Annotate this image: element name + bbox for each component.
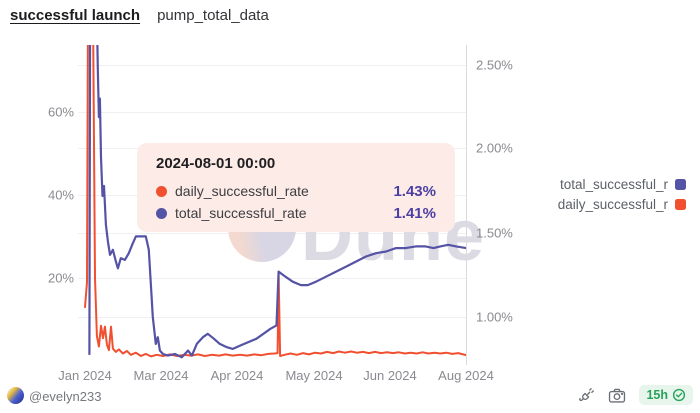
x-axis-tick: Aug 2024: [438, 368, 494, 383]
gridline: [78, 317, 466, 318]
series-line-total: [88, 45, 468, 359]
line-chart-plot-area[interactable]: [78, 45, 468, 365]
x-axis-tick: Jun 2024: [363, 368, 417, 383]
tooltip-series-value: 1.41%: [393, 204, 436, 222]
card-footer: @evelyn233 15h: [0, 383, 700, 409]
right-axis-line: [466, 45, 467, 365]
legend-label: daily_successful_r: [557, 197, 668, 212]
gridline: [78, 112, 466, 113]
refresh-age-badge[interactable]: 15h: [639, 385, 693, 405]
x-axis-tick: Jan 2024: [58, 368, 112, 383]
right-axis-tick: 1.50%: [476, 225, 513, 241]
right-axis-tick: 2.50%: [476, 57, 513, 73]
chart-header: successful launch pump_total_data: [10, 7, 269, 24]
tooltip-series-value: 1.43%: [393, 182, 436, 200]
legend-item-total[interactable]: total_successful_r: [560, 177, 686, 192]
legend-swatch: [675, 179, 686, 190]
author-handle-link[interactable]: @evelyn233: [29, 389, 102, 404]
tooltip-row: total_successful_rate 1.41%: [156, 202, 436, 224]
tooltip-row: daily_successful_rate 1.43%: [156, 180, 436, 202]
left-axis-tick: 40%: [47, 187, 74, 203]
refresh-age-text: 15h: [646, 388, 668, 402]
series-dot-icon: [156, 185, 167, 197]
legend-item-daily[interactable]: daily_successful_r: [558, 197, 686, 212]
x-axis-tick: Mar 2024: [133, 368, 189, 383]
right-axis-tick: 2.00%: [476, 140, 513, 156]
tooltip-series-label: total_successful_rate: [175, 205, 307, 221]
chart-legend: total_successful_r daily_successful_r: [558, 177, 686, 212]
gridline: [78, 278, 466, 279]
left-axis-tick: 20%: [47, 270, 74, 286]
plug-icon: [579, 387, 595, 401]
tooltip-date: 2024-08-01 00:00: [156, 155, 276, 172]
right-axis-tick: 1.00%: [476, 309, 513, 325]
x-axis-tick: May 2024: [285, 368, 343, 383]
legend-swatch: [675, 199, 686, 210]
embed-plug-button[interactable]: [578, 387, 595, 404]
series-dot-icon: [156, 207, 167, 219]
left-axis-tick: 60%: [47, 104, 74, 120]
avatar[interactable]: [7, 387, 24, 404]
gridline: [78, 65, 466, 66]
legend-label: total_successful_r: [559, 177, 668, 192]
table-name: pump_total_data: [157, 7, 269, 24]
verified-check-icon: [672, 388, 686, 402]
query-name-link[interactable]: successful launch: [10, 7, 141, 24]
screenshot-button[interactable]: [608, 387, 626, 404]
chart-tooltip: 2024-08-01 00:00 daily_successful_rate 1…: [137, 143, 455, 232]
camera-icon: [609, 388, 626, 403]
series-line-daily: [84, 45, 467, 358]
x-axis-tick: Apr 2024: [210, 368, 264, 383]
tooltip-series-label: daily_successful_rate: [175, 183, 309, 199]
